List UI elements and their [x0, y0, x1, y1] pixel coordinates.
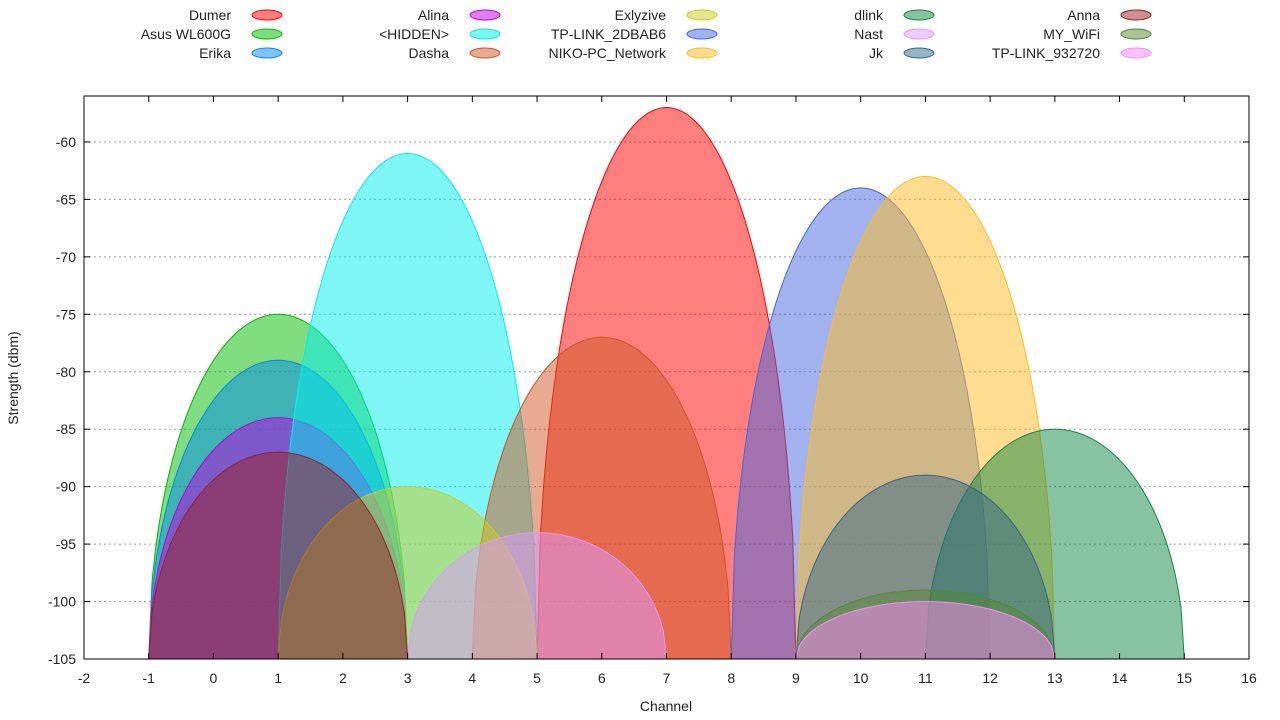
- y-axis-ticks: -105 -100 -95 -90 -85 -80 -75 -70 -65 -60: [48, 134, 1249, 667]
- y-tick-label: -65: [56, 191, 76, 207]
- x-tick-label: 3: [404, 670, 412, 686]
- y-tick-label: -70: [56, 249, 76, 265]
- signal-area-12: [148, 451, 409, 660]
- legend-swatch: [903, 47, 935, 59]
- x-tick-label: 16: [1241, 670, 1257, 686]
- x-tick-label: 6: [598, 670, 606, 686]
- x-tick-label: 2: [339, 670, 347, 686]
- legend-label: NIKO-PC_Network: [549, 45, 667, 61]
- legend-swatch: [251, 9, 283, 21]
- legend-swatch: [903, 9, 935, 21]
- legend-label: dlink: [854, 7, 884, 23]
- y-tick-label: -80: [56, 364, 76, 380]
- y-tick-label: -95: [56, 536, 76, 552]
- x-tick-label: -2: [78, 670, 91, 686]
- legend-swatch: [251, 28, 283, 40]
- legend-swatch: [1120, 9, 1152, 21]
- legend-swatch: [686, 47, 718, 59]
- x-tick-label: 11: [918, 670, 933, 686]
- legend-swatch: [469, 47, 501, 59]
- y-tick-label: -85: [56, 421, 76, 437]
- x-tick-label: 12: [982, 670, 998, 686]
- signal-area-10: [407, 532, 668, 660]
- x-tick-label: 14: [1112, 670, 1128, 686]
- legend-label: Dasha: [409, 45, 450, 61]
- x-axis-ticks: -2 -1 0 1 2 3 4 5 6 7 8 9 10 11 12 13 14 15 16: [78, 96, 1257, 686]
- legend-swatch: [469, 28, 501, 40]
- y-tick-label: -105: [48, 651, 76, 667]
- signal-areas: [148, 106, 1185, 660]
- x-tick-label: 0: [210, 670, 218, 686]
- legend-label: Anna: [1067, 7, 1100, 23]
- x-tick-label: 1: [274, 670, 282, 686]
- y-axis-label: Strength (dbm): [5, 331, 21, 424]
- legend-label: Alina: [418, 7, 449, 23]
- legend-label: Asus WL600G: [141, 26, 231, 42]
- legend-label: TP-LINK_2DBAB6: [551, 26, 666, 42]
- legend-label: Nast: [854, 26, 883, 42]
- x-tick-label: 15: [1176, 670, 1192, 686]
- x-tick-label: 9: [792, 670, 800, 686]
- legend-label: Exlyzive: [615, 7, 667, 23]
- legend-swatch: [686, 9, 718, 21]
- legend-label: MY_WiFi: [1043, 26, 1100, 42]
- x-tick-label: 7: [663, 670, 671, 686]
- x-tick-label: -1: [142, 670, 155, 686]
- legend-swatch: [686, 28, 718, 40]
- legend-label: Jk: [869, 45, 884, 61]
- legend-swatch: [469, 9, 501, 21]
- x-tick-label: 4: [468, 670, 476, 686]
- legend-label: Erika: [199, 45, 231, 61]
- x-tick-label: 10: [853, 670, 869, 686]
- legend-label: TP-LINK_932720: [992, 45, 1100, 61]
- y-tick-label: -60: [56, 134, 76, 150]
- x-axis-label: Channel: [640, 698, 692, 714]
- legend-swatch: [1120, 47, 1152, 59]
- y-tick-label: -100: [48, 594, 76, 610]
- legend: Dumer Asus WL600G Erika Alina <HIDDEN> Dasha E…: [141, 7, 1152, 61]
- x-tick-label: 5: [533, 670, 541, 686]
- signal-area-14: [795, 601, 1056, 660]
- x-tick-label: 8: [727, 670, 735, 686]
- x-tick-label: 13: [1047, 670, 1063, 686]
- y-tick-label: -75: [56, 306, 76, 322]
- legend-swatch: [251, 47, 283, 59]
- y-tick-label: -90: [56, 479, 76, 495]
- legend-label: <HIDDEN>: [379, 26, 449, 42]
- legend-swatch: [1120, 28, 1152, 40]
- legend-swatch: [903, 28, 935, 40]
- legend-label: Dumer: [189, 7, 231, 23]
